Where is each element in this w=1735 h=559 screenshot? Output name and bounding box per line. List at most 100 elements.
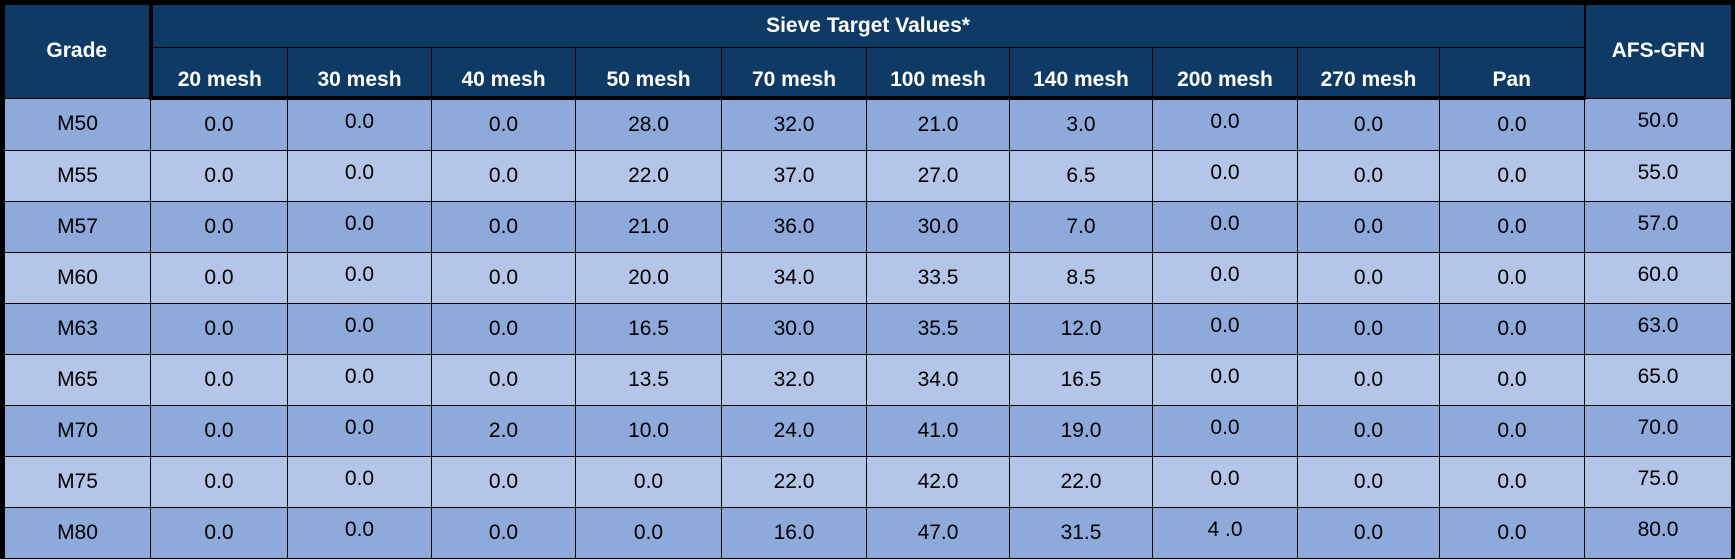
- sieve-value-cell: 0.0: [1152, 252, 1298, 304]
- table-row: M63 0.0 0.0 0.0 16.5 30.0 35.5 12.0 0.0 0.0 0.0 63.…: [4, 303, 1733, 355]
- sieve-value-cell: 0.0: [150, 252, 288, 304]
- sieve-value-cell: 0.0: [1297, 354, 1440, 406]
- sieve-value-cell: 0.0: [1438, 405, 1586, 457]
- sieve-value-cell: 3.0: [1009, 97, 1153, 151]
- sieve-value-cell: 0.0: [1297, 252, 1440, 304]
- grade-cell: M75: [4, 456, 151, 508]
- sieve-value-cell: 6.5: [1009, 150, 1153, 202]
- table-row: M50 0.0 0.0 0.0 28.0 32.0 21.0 3.0 0.0 0.0 0.0 50.0: [4, 97, 1733, 151]
- sieve-value-cell: 33.5: [866, 252, 1010, 304]
- mesh-header-100-mesh: 100 mesh: [866, 47, 1010, 100]
- sieve-value-cell: 0.0: [150, 507, 288, 559]
- mesh-header-pan: Pan: [1438, 47, 1586, 100]
- sieve-value-cell: 0.0: [1438, 150, 1586, 202]
- sieve-value-cell: 35.5: [866, 303, 1010, 355]
- afs-gfn-header: AFS-GFN: [1583, 4, 1733, 99]
- sieve-value-cell: 0.0: [287, 303, 432, 355]
- sieve-value-cell: 8.5: [1009, 252, 1153, 304]
- sieve-value-cell: 0.0: [431, 97, 576, 151]
- sieve-value-cell: 19.0: [1009, 405, 1153, 457]
- mesh-header-270-mesh: 270 mesh: [1297, 47, 1440, 100]
- sieve-value-cell: 27.0: [866, 150, 1010, 202]
- sieve-value-cell: 16.0: [721, 507, 867, 559]
- sieve-value-cell: 30.0: [866, 201, 1010, 253]
- sieve-value-cell: 0.0: [150, 354, 288, 406]
- sieve-value-cell: 16.5: [1009, 354, 1153, 406]
- sieve-value-cell: 0.0: [150, 405, 288, 457]
- sieve-value-cell: 0.0: [431, 252, 576, 304]
- table-row: M75 0.0 0.0 0.0 0.0 22.0 42.0 22.0 0.0 0.0 0.0 75.0: [4, 456, 1733, 508]
- sieve-value-cell: 21.0: [575, 201, 722, 253]
- sieve-value-cell: 0.0: [1438, 354, 1586, 406]
- grade-cell: M65: [4, 354, 151, 406]
- mesh-header-30-mesh: 30 mesh: [287, 47, 432, 100]
- sieve-value-cell: 0.0: [1438, 97, 1586, 151]
- table-row: M60 0.0 0.0 0.0 20.0 34.0 33.5 8.5 0.0 0.0 0.0 60.0: [4, 252, 1733, 304]
- grade-header: Grade: [4, 4, 153, 99]
- sieve-value-cell: 0.0: [431, 456, 576, 508]
- table-frame: Grade Sieve Target Values* AFS-GFN 20 me…: [4, 4, 1733, 559]
- sieve-value-cell: 0.0: [287, 150, 432, 202]
- sieve-value-cell: 0.0: [287, 97, 432, 151]
- sieve-value-cell: 0.0: [1438, 507, 1586, 559]
- sieve-value-cell: 0.0: [150, 150, 288, 202]
- grade-cell: M50: [4, 97, 151, 151]
- sieve-value-cell: 0.0: [1438, 201, 1586, 253]
- sieve-value-cell: 22.0: [1009, 456, 1153, 508]
- sieve-value-cell: 0.0: [287, 201, 432, 253]
- sieve-value-cell: 0.0: [1297, 150, 1440, 202]
- sieve-value-cell: 0.0: [1297, 405, 1440, 457]
- afs-gfn-cell: 80.0: [1584, 507, 1733, 559]
- sieve-value-cell: 0.0: [150, 97, 288, 151]
- sieve-value-cell: 12.0: [1009, 303, 1153, 355]
- sieve-value-cell: 2.0: [431, 405, 576, 457]
- sieve-value-cell: 16.5: [575, 303, 722, 355]
- sieve-value-cell: 34.0: [866, 354, 1010, 406]
- mesh-header-40-mesh: 40 mesh: [431, 47, 576, 100]
- sieve-value-cell: 0.0: [1438, 252, 1586, 304]
- grade-cell: M55: [4, 150, 151, 202]
- sieve-value-cell: 0.0: [431, 201, 576, 253]
- sieve-value-cell: 0.0: [150, 303, 288, 355]
- sieve-value-cell: 0.0: [287, 405, 432, 457]
- sieve-value-cell: 0.0: [1152, 354, 1298, 406]
- sieve-value-cell: 0.0: [1297, 456, 1440, 508]
- sieve-value-cell: 0.0: [431, 150, 576, 202]
- afs-gfn-cell: 60.0: [1584, 252, 1733, 304]
- sieve-value-cell: 34.0: [721, 252, 867, 304]
- sieve-value-cell: 0.0: [1438, 456, 1586, 508]
- sieve-value-cell: 0.0: [431, 354, 576, 406]
- table-row: M55 0.0 0.0 0.0 22.0 37.0 27.0 6.5 0.0 0.0 0.0 55.0: [4, 150, 1733, 202]
- sieve-value-cell: 0.0: [1152, 97, 1298, 151]
- afs-gfn-cell: 70.0: [1584, 405, 1733, 457]
- mesh-header-140-mesh: 140 mesh: [1009, 47, 1153, 100]
- afs-gfn-cell: 55.0: [1584, 150, 1733, 202]
- sieve-value-cell: 36.0: [721, 201, 867, 253]
- sieve-value-cell: 0.0: [287, 252, 432, 304]
- sieve-value-cell: 0.0: [1152, 456, 1298, 508]
- grade-cell: M57: [4, 201, 151, 253]
- afs-gfn-cell: 63.0: [1584, 303, 1733, 355]
- sieve-value-cell: 20.0: [575, 252, 722, 304]
- sieve-value-cell: 32.0: [721, 354, 867, 406]
- table-row: M80 0.0 0.0 0.0 0.0 16.0 47.0 31.5 4 .0 0.0 0.0 80.…: [4, 507, 1733, 559]
- sieve-value-cell: 7.0: [1009, 201, 1153, 253]
- sieve-value-cell: 0.0: [1152, 150, 1298, 202]
- sieve-value-cell: 0.0: [287, 354, 432, 406]
- sieve-value-cell: 0.0: [150, 201, 288, 253]
- mesh-header-70-mesh: 70 mesh: [721, 47, 867, 100]
- grade-cell: M80: [4, 507, 151, 559]
- afs-gfn-cell: 57.0: [1584, 201, 1733, 253]
- sieve-value-cell: 4 .0: [1152, 507, 1298, 559]
- table-row: M57 0.0 0.0 0.0 21.0 36.0 30.0 7.0 0.0 0.0 0.0 57.0: [4, 201, 1733, 253]
- sieve-value-cell: 0.0: [1152, 303, 1298, 355]
- table-row: M70 0.0 0.0 2.0 10.0 24.0 41.0 19.0 0.0 0.0 0.0 70.…: [4, 405, 1733, 457]
- sieve-target-table: Grade Sieve Target Values* AFS-GFN 20 me…: [4, 4, 1733, 559]
- sieve-value-cell: 22.0: [575, 150, 722, 202]
- sieve-target-values-header: Sieve Target Values*: [149, 4, 1586, 48]
- sieve-value-cell: 47.0: [866, 507, 1010, 559]
- grade-cell: M70: [4, 405, 151, 457]
- sieve-value-cell: 30.0: [721, 303, 867, 355]
- sieve-value-cell: 0.0: [1297, 507, 1440, 559]
- sieve-value-cell: 32.0: [721, 97, 867, 151]
